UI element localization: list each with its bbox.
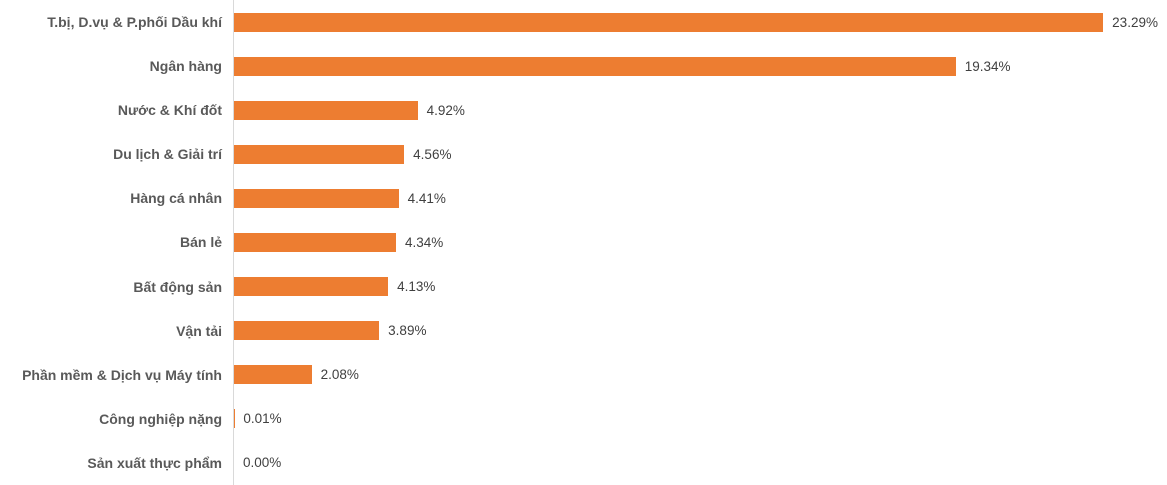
category-label: Công nghiệp nặng (99, 410, 222, 427)
bar-row: Bất động sản 4.13% (0, 264, 1167, 309)
plot-area: 4.34% (233, 220, 1167, 265)
category-label: Bán lẻ (179, 234, 222, 251)
bar-row: Bán lẻ 4.34% (0, 220, 1167, 265)
bar-row: Vận tải 3.89% (0, 308, 1167, 353)
plot-area: 23.29% (233, 0, 1167, 45)
value-label: 23.29% (1112, 14, 1158, 30)
category-label: Phần mềm & Dịch vụ Máy tính (22, 366, 222, 383)
category-label: Sản xuất thực phẩm (87, 454, 222, 471)
bar-row: Ngân hàng 19.34% (0, 44, 1167, 89)
category-label: Hàng cá nhân (130, 190, 222, 207)
bar-row: Du lịch & Giải trí 4.56% (0, 132, 1167, 177)
bar (234, 233, 396, 253)
plot-area: 19.34% (233, 44, 1167, 89)
category-label: T.bị, D.vụ & P.phối Dầu khí (47, 14, 222, 30)
bar-row: Sản xuất thực phẩm 0.00% (0, 440, 1167, 485)
bar (234, 365, 312, 385)
bar (234, 188, 399, 208)
bar (234, 56, 956, 76)
plot-area: 0.01% (233, 396, 1167, 441)
value-label: 19.34% (964, 58, 1011, 74)
plot-area: 0.00% (233, 440, 1167, 485)
value-label: 4.56% (413, 146, 452, 162)
value-label: 4.13% (397, 279, 436, 295)
value-label: 0.00% (243, 455, 282, 471)
bar-row: Phần mềm & Dịch vụ Máy tính 2.08% (0, 352, 1167, 397)
value-label: 2.08% (320, 367, 359, 383)
category-label: Ngân hàng (149, 58, 222, 75)
plot-area: 2.08% (233, 352, 1167, 397)
plot-area: 4.92% (233, 88, 1167, 133)
category-label: Vận tải (176, 322, 222, 339)
bar-row: Hàng cá nhân 4.41% (0, 176, 1167, 221)
bar-row: Công nghiệp nặng 0.01% (0, 396, 1167, 441)
plot-area: 4.41% (233, 176, 1167, 221)
bar-row: T.bị, D.vụ & P.phối Dầu khí 23.29% (0, 0, 1167, 45)
plot-area: 3.89% (233, 308, 1167, 353)
bar (234, 321, 380, 341)
plot-area: 4.13% (233, 264, 1167, 309)
bar (234, 144, 405, 164)
bar (234, 12, 1104, 32)
value-label: 4.41% (407, 190, 446, 206)
bar-row: Nước & Khí đốt 4.92% (0, 88, 1167, 133)
plot-area: 4.56% (233, 132, 1167, 177)
value-label: 4.92% (426, 102, 465, 118)
category-label: Nước & Khí đốt (117, 102, 222, 119)
category-label: Bất động sản (133, 278, 222, 295)
value-label: 0.01% (243, 411, 282, 427)
value-label: 3.89% (388, 323, 427, 339)
bar (234, 100, 418, 120)
category-label: Du lịch & Giải trí (113, 146, 222, 163)
bar (234, 277, 389, 297)
value-label: 4.34% (404, 235, 444, 251)
